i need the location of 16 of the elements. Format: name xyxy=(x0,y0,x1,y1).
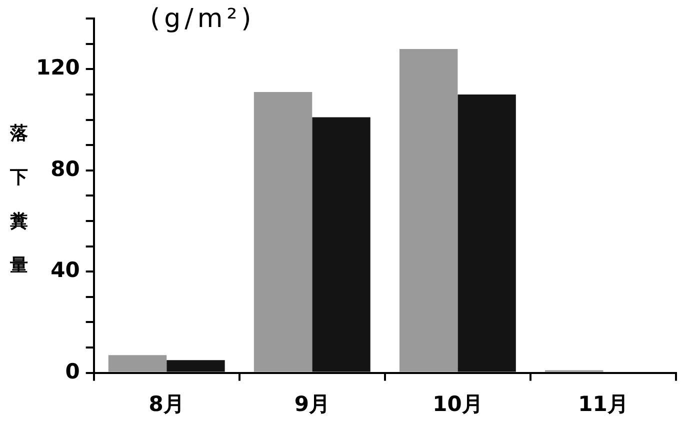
bar xyxy=(399,48,458,372)
bar xyxy=(458,94,516,372)
x-tick-label: 8月 xyxy=(148,392,184,416)
x-tick-label: 9月 xyxy=(294,392,330,416)
bar xyxy=(312,117,370,372)
bar xyxy=(166,360,225,372)
text: 落下糞量 xyxy=(10,123,28,276)
bar xyxy=(254,92,312,372)
y-tick-label: 80 xyxy=(50,156,80,181)
y-tick-label: 40 xyxy=(50,258,80,282)
x-tick-label: 10月 xyxy=(432,392,483,416)
bar xyxy=(108,355,167,372)
annotation: (g/m²) xyxy=(150,4,256,34)
x-tick-label: 11月 xyxy=(578,392,628,416)
y-tick-label: 0 xyxy=(65,359,80,384)
y-tick-label: 120 xyxy=(36,56,80,80)
